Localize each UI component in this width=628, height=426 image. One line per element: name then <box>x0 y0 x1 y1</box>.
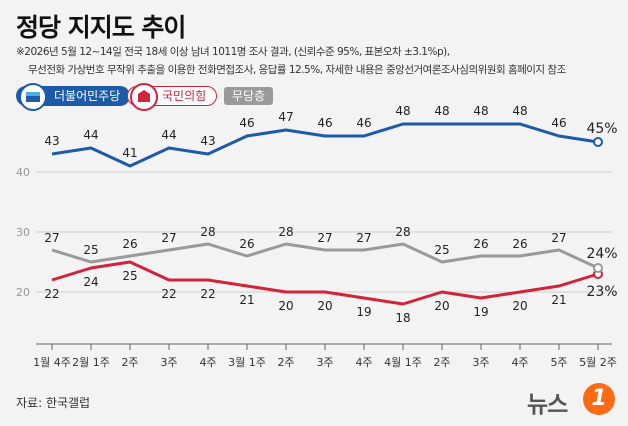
data-label-ind: 28 <box>278 225 293 239</box>
data-label-dem: 48 <box>473 104 488 118</box>
x-tick-label: 3월 1주 <box>228 356 266 369</box>
x-tick-label: 5주 <box>550 356 567 369</box>
legend-ind: 무당층 <box>224 87 274 105</box>
logo-badge: 1 <box>583 383 615 415</box>
dem-party-icon <box>19 83 47 111</box>
x-tick-label: 4월 1주 <box>384 356 422 369</box>
data-label-ppp: 19 <box>473 305 488 319</box>
data-label-dem: 45% <box>586 121 617 137</box>
data-label-ppp: 19 <box>356 305 371 319</box>
page-title: 정당 지지도 추이 <box>16 13 186 42</box>
data-label-ppp: 21 <box>239 293 254 307</box>
data-label-ind: 27 <box>44 231 59 245</box>
data-label-ind: 26 <box>239 237 254 251</box>
survey-note-line-1: ※2026년 5월 12~14일 전국 18세 이상 남녀 1011명 조사 결… <box>16 46 450 58</box>
x-tick-label: 3주 <box>472 356 489 369</box>
x-tick-label: 4주 <box>511 356 528 369</box>
data-label-dem: 46 <box>356 116 371 130</box>
data-label-ppp: 22 <box>44 287 59 301</box>
data-label-ind: 26 <box>473 237 488 251</box>
x-tick-label: 4주 <box>355 356 372 369</box>
data-label-ppp: 20 <box>512 299 527 313</box>
data-label-ind: 27 <box>317 231 332 245</box>
data-label-dem: 43 <box>44 134 59 148</box>
data-label-dem: 46 <box>317 116 332 130</box>
news1-logo: 뉴스 1 <box>527 383 619 418</box>
x-tick-label: 5월 2주 <box>579 356 617 369</box>
data-label-ind: 27 <box>161 231 176 245</box>
data-label-dem: 44 <box>161 128 176 142</box>
x-tick-label: 3주 <box>316 356 333 369</box>
survey-note-line-2: 무선전화 가상번호 무작위 추출을 이용한 전화면접조사, 응답률 12.5%,… <box>28 64 566 76</box>
data-label-dem: 44 <box>83 128 98 142</box>
series-line-dem <box>51 122 599 168</box>
logo-text: 뉴스 <box>527 392 568 418</box>
ppp-party-icon <box>130 83 158 111</box>
data-label-dem: 41 <box>122 146 137 160</box>
data-label-dem: 47 <box>278 110 293 124</box>
data-label-ind: 27 <box>356 231 371 245</box>
x-tick-label: 2주 <box>277 356 294 369</box>
data-label-ppp: 22 <box>200 287 215 301</box>
data-label-ind: 24% <box>586 246 617 262</box>
data-label-ppp: 23% <box>586 284 617 300</box>
legend-dem-label: 더불어민주당 <box>54 89 121 103</box>
data-label-ppp: 22 <box>161 287 176 301</box>
legend-ppp: 국민의힘 <box>127 83 218 111</box>
x-tick-label: 4주 <box>199 356 216 369</box>
data-label-ind: 26 <box>122 237 137 251</box>
y-tick-label: 30 <box>16 226 30 239</box>
legend-dem: 더불어민주당 <box>16 83 131 111</box>
data-label-ind: 27 <box>551 231 566 245</box>
data-label-ind: 26 <box>512 237 527 251</box>
data-label-dem: 46 <box>239 116 254 130</box>
x-tick-label: 2주 <box>433 356 450 369</box>
x-tick-label: 3주 <box>160 356 177 369</box>
x-tick-label: 1월 4주 <box>33 356 71 369</box>
data-label-dem: 43 <box>200 134 215 148</box>
data-label-dem: 48 <box>395 104 410 118</box>
end-point-ind <box>593 263 603 273</box>
x-tick-label: 2월 1주 <box>72 356 110 369</box>
data-label-ppp: 25 <box>122 269 137 283</box>
data-label-ppp: 20 <box>317 299 332 313</box>
data-label-ind: 25 <box>434 243 449 257</box>
data-label-ppp: 21 <box>551 293 566 307</box>
source-label: 자료: 한국갤럽 <box>16 396 91 410</box>
data-label-ppp: 24 <box>83 275 98 289</box>
series-line-ind <box>51 242 599 270</box>
series-line-ppp <box>51 260 599 306</box>
data-label-ind: 25 <box>83 243 98 257</box>
data-label-ind: 28 <box>395 225 410 239</box>
data-label-ppp: 20 <box>278 299 293 313</box>
data-label-dem: 48 <box>512 104 527 118</box>
end-point-dem <box>593 137 603 147</box>
legend-ppp-label: 국민의힘 <box>162 89 207 103</box>
data-label-dem: 48 <box>434 104 449 118</box>
y-tick-label: 40 <box>16 166 30 179</box>
data-label-dem: 46 <box>551 116 566 130</box>
data-label-ppp: 18 <box>395 311 410 325</box>
y-tick-label: 20 <box>16 286 30 299</box>
x-tick-label: 2주 <box>121 356 138 369</box>
data-label-ind: 28 <box>200 225 215 239</box>
data-label-ppp: 20 <box>434 299 449 313</box>
